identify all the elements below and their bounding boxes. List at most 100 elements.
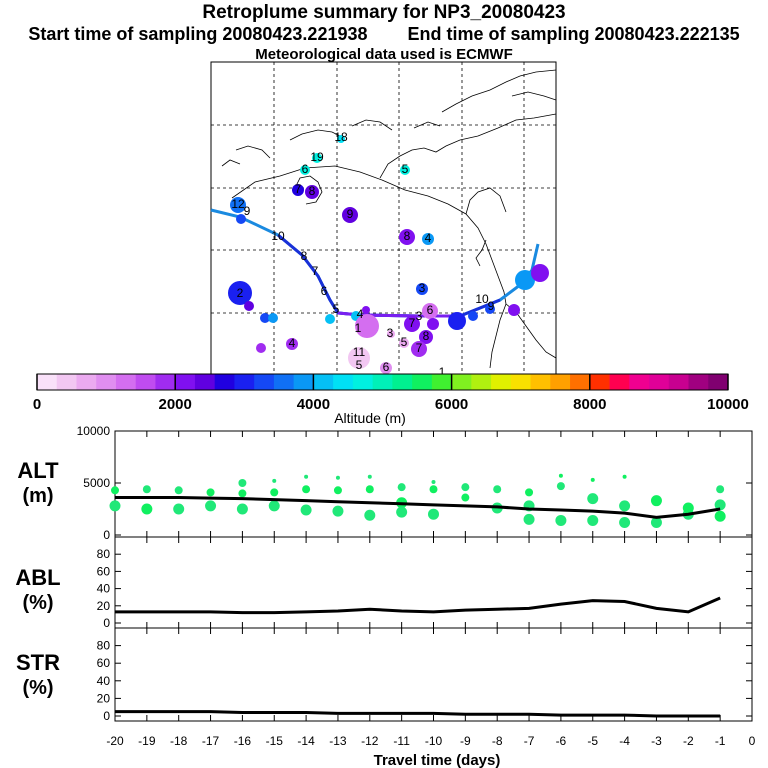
x-tick-label: -16 <box>234 734 252 748</box>
map-cluster-label: 5 <box>356 358 363 372</box>
map-cluster <box>380 362 392 374</box>
alt-cluster-point <box>270 488 279 497</box>
alt-cluster-point <box>587 493 599 505</box>
map-cluster-label: 7 <box>295 182 302 196</box>
start-time-label: Start time of sampling 20080423.221938 <box>28 24 368 44</box>
x-tick-label: -15 <box>266 734 284 748</box>
colorbar-tick-label: 6000 <box>435 396 468 413</box>
map-cluster-label: 6 <box>302 162 309 176</box>
x-tick-label: -2 <box>683 734 694 748</box>
x-tick-label: -10 <box>425 734 443 748</box>
x-tick-label: -19 <box>138 734 156 748</box>
map-cluster-label: 6 <box>427 303 434 317</box>
map-cluster <box>312 153 322 163</box>
alt-cluster-point <box>650 495 662 507</box>
str-label: STR <box>16 650 60 675</box>
alt-cluster-point <box>682 502 694 514</box>
colorbar-cell <box>372 374 393 390</box>
map-cluster-label: 3 <box>387 326 394 340</box>
alt-cluster-point <box>365 485 374 494</box>
alt-cluster-point <box>335 475 340 480</box>
colorbar-cell <box>155 374 176 390</box>
map-cluster <box>400 165 410 175</box>
met-data-label: Meteorological data used is ECMWF <box>255 46 513 63</box>
map-cluster <box>256 343 266 353</box>
time-series-panels: -20 -19 -18 -17 -16 -15 -14 -13 -12 -11 -10 -9 -8 -7-… <box>77 424 756 768</box>
map-cluster-label: 7 <box>312 264 319 278</box>
x-axis-label: Travel time (days) <box>374 752 501 768</box>
str-y-tick-label: 40 <box>97 674 111 688</box>
alt-cluster-point <box>396 506 408 518</box>
colorbar-cell <box>273 374 295 390</box>
alt-cluster-point <box>714 499 726 511</box>
x-tick-label: -7 <box>524 734 535 748</box>
map-cluster <box>292 184 304 196</box>
colorbar-cell <box>135 374 156 390</box>
alt-cluster-point <box>555 514 567 526</box>
map-cluster-label: 4 <box>289 336 296 350</box>
alt-cluster-point <box>622 474 627 479</box>
alt-cluster-point <box>525 488 534 497</box>
map-cluster <box>305 185 319 199</box>
map-cluster-label: 18 <box>334 130 348 144</box>
colorbar-cell <box>37 374 58 390</box>
map-cluster <box>427 318 439 330</box>
alt-cluster-point <box>174 486 183 495</box>
map-cluster <box>419 330 433 344</box>
map-cluster-label: 5 <box>402 162 409 176</box>
colorbar-cell <box>76 374 97 390</box>
alt-cluster-point <box>238 479 247 487</box>
map-cluster-label: 8 <box>404 229 411 243</box>
map-cluster-label: 12 <box>231 197 245 211</box>
alt-cluster-point <box>650 517 662 529</box>
alt-cluster-point <box>304 474 309 479</box>
map-cluster-label: 3 <box>419 281 426 295</box>
map-cluster <box>300 165 310 175</box>
abl-y-tick-label: 0 <box>103 616 110 630</box>
map-cluster <box>228 281 252 305</box>
alt-unit: (m) <box>22 485 53 507</box>
alt-cluster-point <box>236 503 248 515</box>
x-tick-label: -1 <box>715 734 726 748</box>
map-cluster <box>236 214 246 224</box>
plot-title: Retroplume summary for NP3_20080423 <box>202 2 566 23</box>
colorbar-cell <box>115 374 137 390</box>
alt-cluster-point <box>714 510 726 522</box>
alt-mean-line <box>115 496 721 519</box>
colorbar-cell <box>56 374 77 390</box>
map-cluster-label: 8 <box>301 249 308 263</box>
map-cluster <box>399 229 415 245</box>
colorbar-cell <box>510 374 531 390</box>
map-cluster <box>230 197 246 213</box>
colorbar-tick-label: 10000 <box>707 396 749 413</box>
alt-cluster-point <box>367 474 372 479</box>
alt-cluster-point <box>716 485 725 494</box>
x-tick-label: -3 <box>651 734 662 748</box>
map-cluster-label: 6 <box>321 284 328 298</box>
alt-cluster-point <box>205 500 217 512</box>
colorbar-cell <box>431 374 452 390</box>
map-cluster-label: 3 <box>416 309 423 323</box>
alt-cluster-point <box>302 485 311 494</box>
alt-cluster-point <box>142 485 151 494</box>
colorbar-cell <box>629 374 650 390</box>
x-tick-label: -5 <box>587 734 598 748</box>
alt-cluster-point <box>587 514 599 526</box>
colorbar-cell <box>491 374 512 390</box>
panels-frame <box>114 430 753 722</box>
colorbar-tick-label: 0 <box>33 396 41 413</box>
plume-track-inner <box>337 311 460 318</box>
map-cluster <box>508 304 520 316</box>
map-cluster-label: 10 <box>475 292 489 306</box>
map-cluster-label: 9 <box>347 207 354 221</box>
alt-cluster-point <box>429 485 438 494</box>
map-cluster <box>244 301 254 311</box>
map-cluster-label: 8 <box>423 329 430 343</box>
alt-cluster-point <box>428 508 439 520</box>
abl-y-tick-label: 80 <box>97 547 111 561</box>
map-cluster <box>416 283 428 295</box>
map-cluster-label: 4 <box>357 307 364 321</box>
